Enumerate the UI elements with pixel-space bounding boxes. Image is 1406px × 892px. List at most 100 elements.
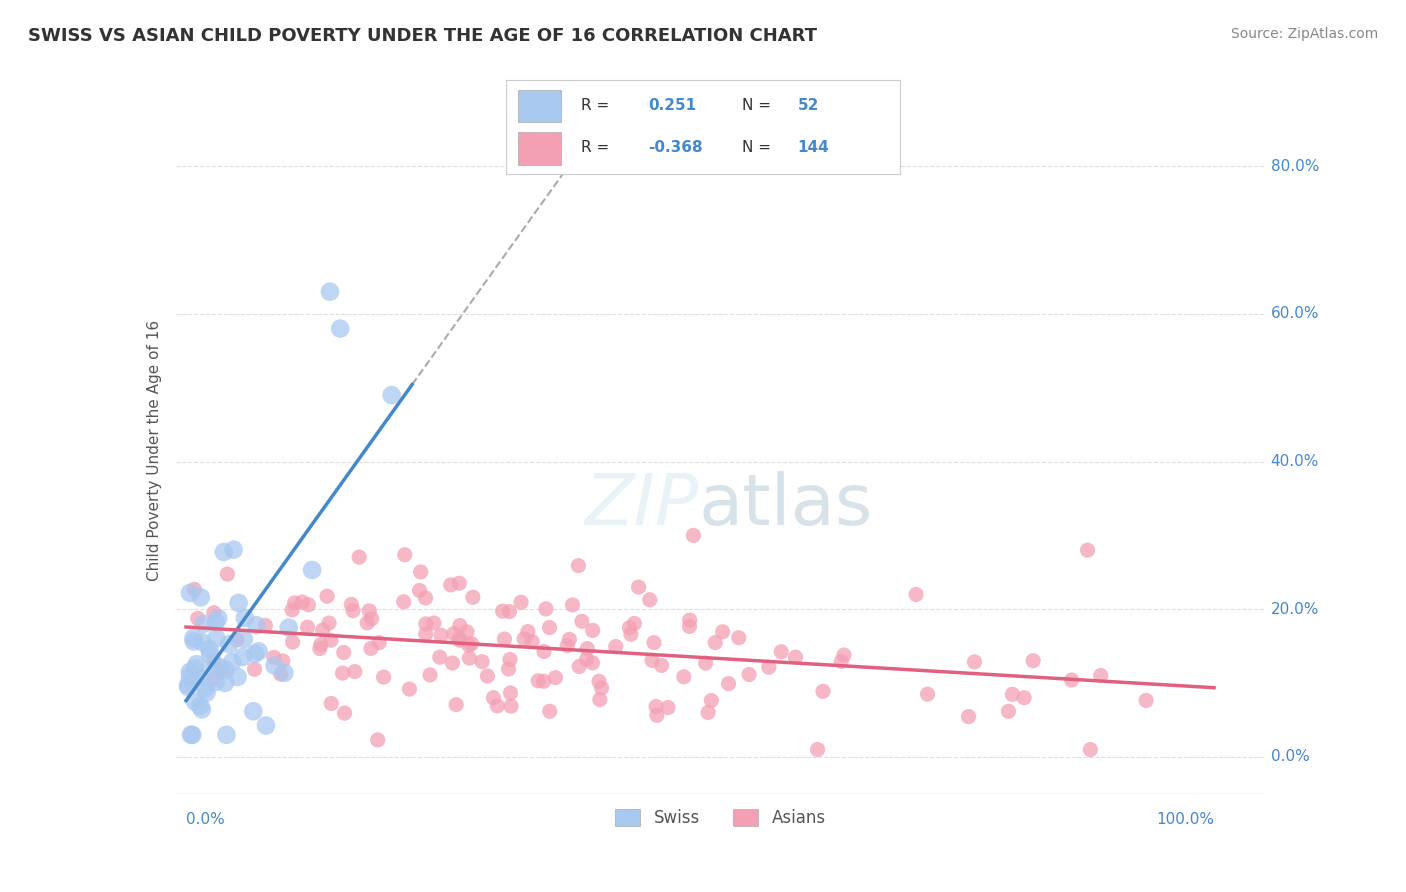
Point	[623, 616, 645, 631]
Point	[482, 690, 505, 705]
Point	[555, 639, 578, 653]
Point	[461, 591, 484, 605]
Point	[308, 641, 330, 656]
Point	[204, 615, 226, 630]
Text: ZIP: ZIP	[585, 471, 699, 540]
Point	[217, 567, 239, 582]
Point	[499, 686, 522, 700]
Point	[409, 565, 432, 579]
Point	[430, 628, 453, 642]
Text: 40.0%: 40.0%	[1271, 454, 1319, 469]
Point	[281, 635, 304, 649]
Point	[193, 616, 215, 631]
Point	[392, 595, 415, 609]
Point	[458, 651, 481, 665]
Text: Source: ZipAtlas.com: Source: ZipAtlas.com	[1230, 27, 1378, 41]
Point	[678, 619, 700, 633]
Point	[651, 658, 673, 673]
Point	[254, 718, 277, 732]
Point	[582, 624, 605, 638]
Point	[368, 635, 391, 649]
Point	[605, 640, 627, 654]
Point	[905, 587, 928, 601]
Point	[704, 635, 727, 649]
Point	[423, 615, 446, 630]
Point	[202, 661, 225, 675]
Point	[297, 598, 319, 612]
Point	[620, 627, 643, 641]
Point	[957, 709, 980, 723]
Point	[627, 580, 650, 594]
Point	[679, 613, 702, 627]
Point	[1022, 654, 1045, 668]
Point	[226, 670, 249, 684]
Text: -0.368: -0.368	[648, 140, 703, 155]
Point	[738, 667, 761, 681]
Point	[558, 632, 581, 647]
Point	[806, 742, 828, 756]
Point	[533, 674, 555, 689]
Point	[700, 693, 723, 707]
Point	[398, 681, 420, 696]
Point	[191, 702, 214, 716]
Point	[247, 644, 270, 658]
Point	[202, 653, 225, 667]
Point	[1076, 543, 1098, 558]
Point	[619, 621, 641, 635]
Point	[187, 611, 209, 625]
Point	[695, 656, 717, 670]
Point	[195, 686, 218, 700]
Point	[190, 591, 212, 605]
Point	[232, 650, 254, 665]
Point	[441, 656, 464, 670]
Point	[498, 605, 520, 619]
Point	[581, 656, 603, 670]
Point	[254, 618, 277, 632]
Point	[359, 604, 381, 618]
Point	[486, 698, 509, 713]
Point	[408, 583, 430, 598]
Point	[360, 641, 382, 656]
Point	[291, 595, 314, 609]
Point	[830, 654, 852, 668]
Point	[415, 616, 437, 631]
Text: N =: N =	[742, 140, 772, 155]
Point	[498, 662, 520, 676]
Point	[245, 618, 267, 632]
Point	[190, 671, 212, 685]
Point	[499, 652, 522, 666]
Text: 20.0%: 20.0%	[1271, 602, 1319, 616]
Point	[277, 621, 299, 635]
Point	[340, 598, 363, 612]
Point	[184, 695, 207, 709]
Point	[516, 624, 538, 639]
Point	[243, 662, 266, 676]
Point	[643, 635, 665, 649]
Point	[228, 596, 250, 610]
Point	[457, 638, 479, 652]
Point	[183, 634, 205, 648]
Point	[188, 698, 211, 713]
Point	[917, 687, 939, 701]
Text: SWISS VS ASIAN CHILD POVERTY UNDER THE AGE OF 16 CORRELATION CHART: SWISS VS ASIAN CHILD POVERTY UNDER THE A…	[28, 27, 817, 45]
Point	[415, 627, 437, 641]
Point	[494, 632, 516, 646]
Point	[373, 670, 395, 684]
Point	[281, 603, 304, 617]
Point	[449, 576, 471, 591]
Point	[1001, 687, 1024, 701]
Point	[343, 665, 366, 679]
Point	[727, 631, 749, 645]
Point	[538, 704, 561, 718]
Point	[194, 681, 217, 695]
Point	[811, 684, 834, 698]
Point	[697, 706, 720, 720]
Point	[963, 655, 986, 669]
Point	[177, 678, 200, 692]
Point	[225, 632, 247, 647]
Point	[538, 621, 561, 635]
Point	[318, 615, 340, 630]
Point	[198, 642, 221, 657]
Text: 0.0%: 0.0%	[1271, 749, 1309, 764]
Point	[207, 611, 229, 625]
